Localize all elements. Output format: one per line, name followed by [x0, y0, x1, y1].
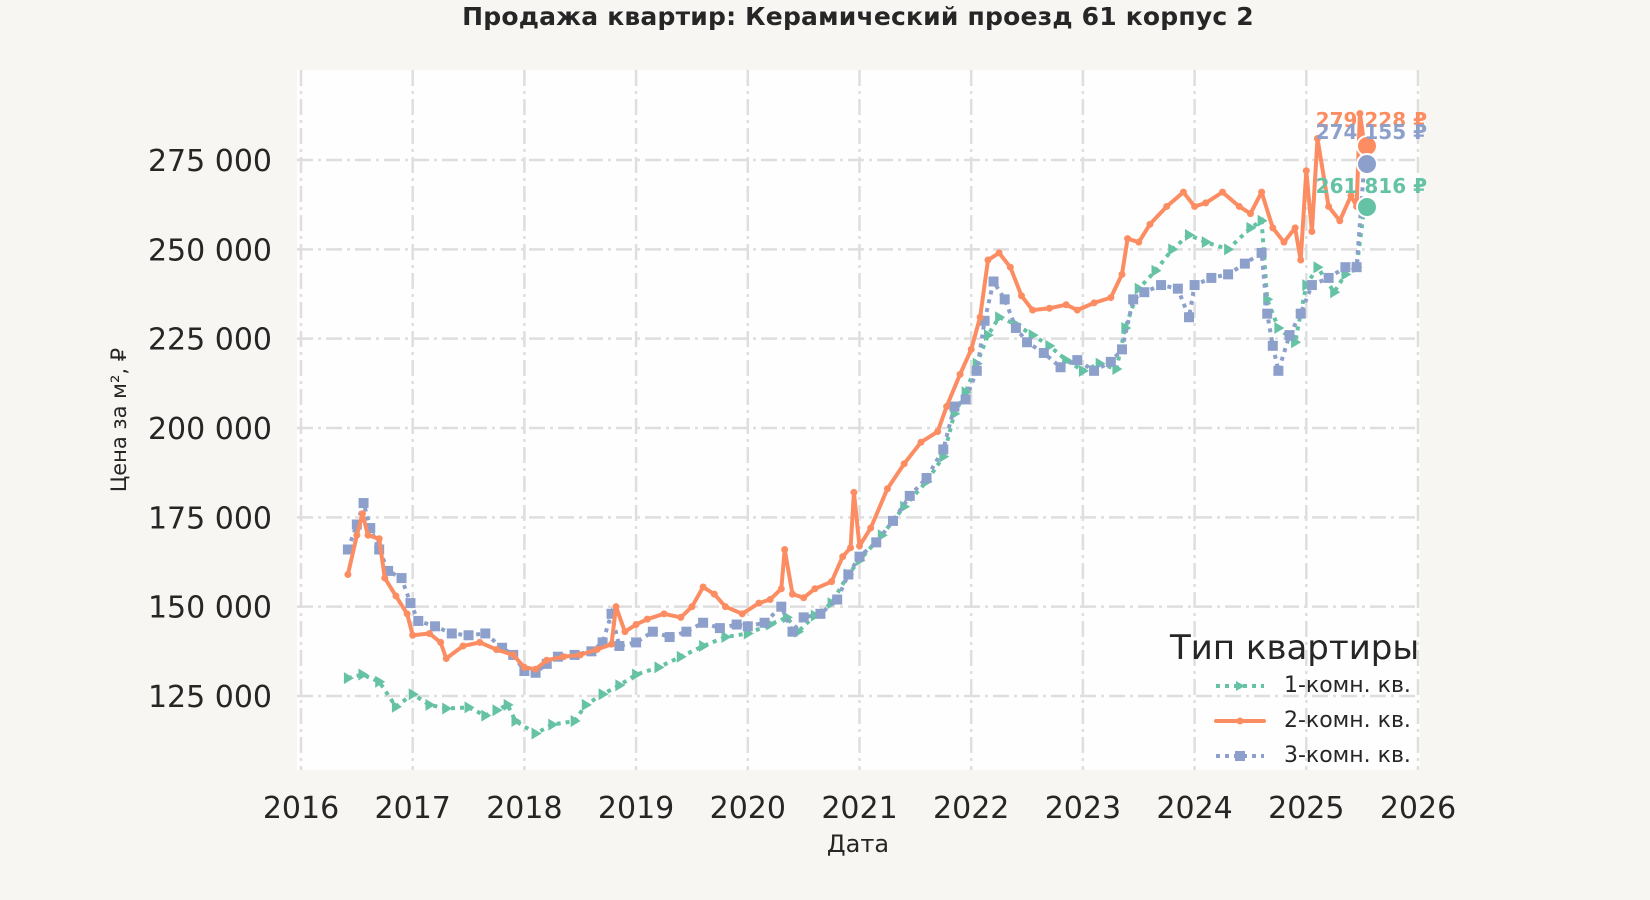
y-tick-label: 250 000: [148, 233, 272, 268]
legend-label-1room: 1-комн. кв.: [1284, 673, 1411, 698]
y-tick-label: 275 000: [148, 144, 272, 179]
x-tick-label: 2026: [1380, 791, 1456, 826]
x-axis-label: Дата: [827, 830, 889, 858]
y-tick-label: 200 000: [148, 412, 272, 447]
y-axis-ticks: 125 000 150 000 175 000 200 000 225 000 250 0…: [148, 144, 272, 715]
y-tick-label: 150 000: [148, 591, 272, 626]
y-tick-label: 175 000: [148, 501, 272, 536]
x-tick-label: 2019: [598, 791, 674, 826]
y-tick-label: 225 000: [148, 323, 272, 358]
legend-label-3room: 3-комн. кв.: [1284, 743, 1411, 768]
end-value-label: 279 228 ₽: [1316, 108, 1427, 132]
series-layer: [342, 110, 1371, 740]
x-tick-label: 2024: [1156, 791, 1232, 826]
x-tick-label: 2017: [375, 791, 451, 826]
y-axis-label: Цена за м², ₽: [107, 348, 131, 492]
x-tick-label: 2020: [710, 791, 786, 826]
end-marker: [1356, 153, 1378, 175]
grid-lines: [297, 70, 1420, 770]
end-value-label: 261 816 ₽: [1316, 174, 1427, 198]
legend-swatch-2room: [1214, 717, 1266, 724]
legend-item-1room: 1-комн. кв.: [1170, 668, 1418, 703]
x-tick-label: 2022: [933, 791, 1009, 826]
series-3room: [342, 158, 1370, 678]
series-2room: [344, 110, 1368, 673]
end-marker: [1356, 196, 1378, 218]
y-tick-label: 125 000: [148, 680, 272, 715]
legend-item-2room: 2-комн. кв.: [1170, 703, 1418, 738]
x-tick-label: 2025: [1268, 791, 1344, 826]
x-axis-ticks: 2016 2017 2018 2019 2020 2021 2022 2023 2024 2025…: [263, 791, 1456, 826]
x-tick-label: 2021: [821, 791, 897, 826]
legend-swatch-1room: [1216, 680, 1264, 691]
legend-item-3room: 3-комн. кв.: [1170, 738, 1418, 773]
chart-title: Продажа квартир: Керамический проезд 61 …: [462, 2, 1254, 31]
legend-label-2room: 2-комн. кв.: [1284, 708, 1411, 733]
end-markers: 279 228 ₽274 155 ₽ 261 816 ₽: [1316, 108, 1427, 218]
legend-swatch-3room: [1216, 750, 1264, 761]
x-tick-label: 2018: [486, 791, 562, 826]
x-tick-label: 2016: [263, 791, 339, 826]
end-value-label: 274 155 ₽: [1316, 120, 1427, 144]
legend-title: Тип квартиры: [1170, 628, 1420, 668]
legend: Тип квартиры 1-комн. кв. 2-комн. кв. 3-к…: [1170, 628, 1419, 773]
x-tick-label: 2023: [1045, 791, 1121, 826]
